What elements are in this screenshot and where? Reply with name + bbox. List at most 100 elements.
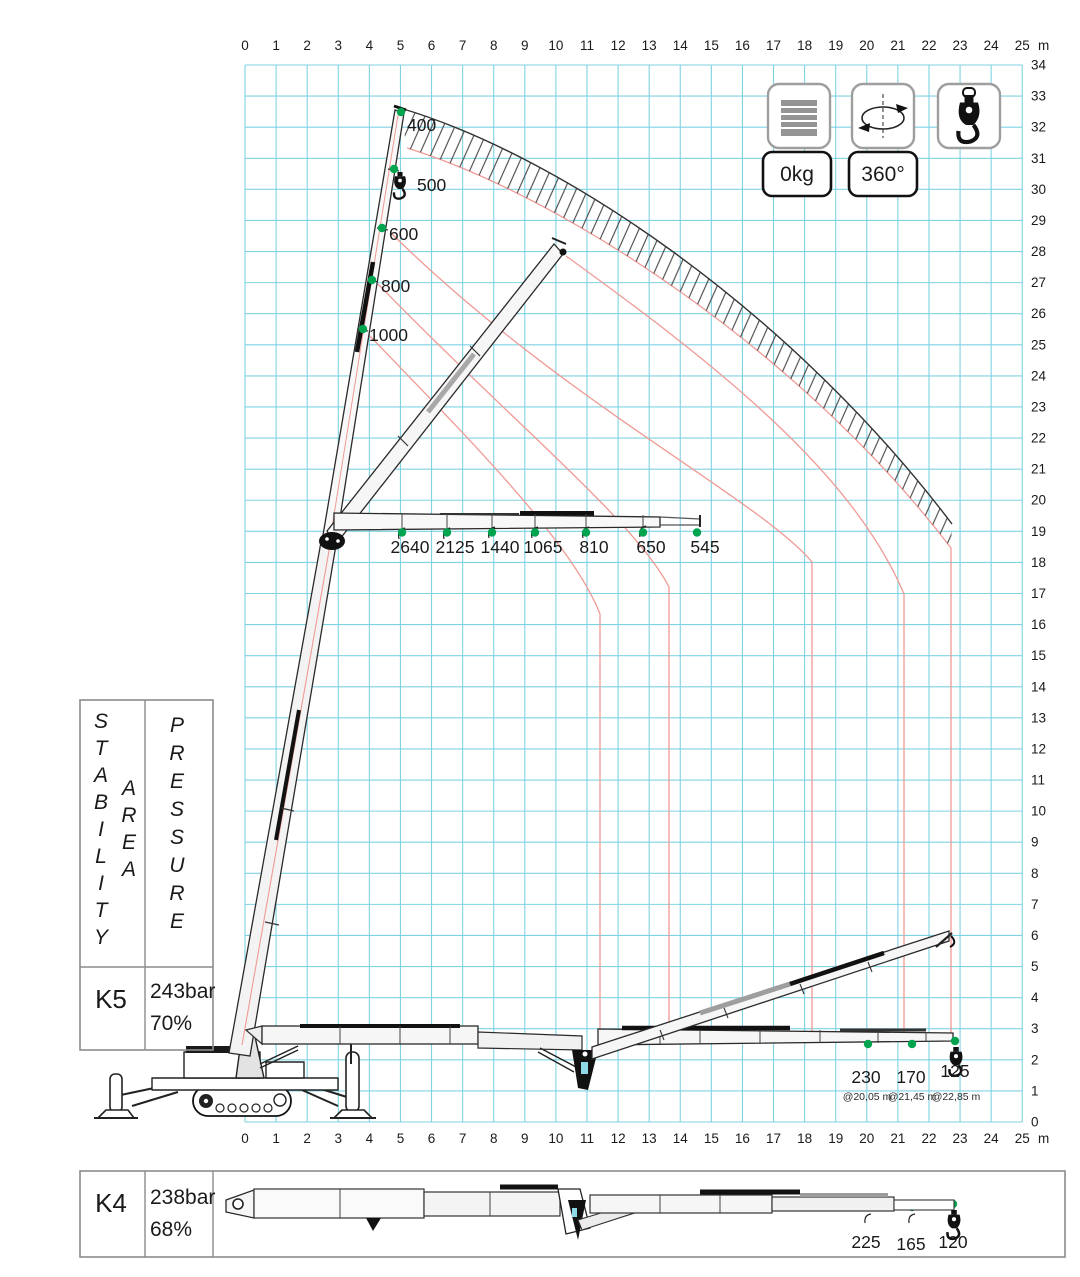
load-point xyxy=(397,528,407,537)
x-axis-tick-top: 6 xyxy=(428,38,436,53)
y-axis-tick: 3 xyxy=(1031,1021,1039,1036)
x-axis-tick-top: 0 xyxy=(241,38,249,53)
x-axis-tick-bottom: 20 xyxy=(859,1131,874,1146)
k4-boom-flat xyxy=(225,1184,955,1240)
k5-pressure: 243bar xyxy=(150,980,215,1003)
area-label: A xyxy=(120,777,136,800)
stability-label: S xyxy=(94,710,108,733)
counterweight-badge-label: 0kg xyxy=(780,163,814,186)
x-axis-tick-bottom: 16 xyxy=(735,1131,750,1146)
y-axis-tick: 13 xyxy=(1031,710,1046,725)
x-axis-tick-top: 1 xyxy=(272,38,280,53)
load-point xyxy=(367,275,377,285)
slew-badge-label: 360° xyxy=(861,163,904,186)
pressure-label: S xyxy=(170,798,184,821)
y-axis-tick: 20 xyxy=(1031,493,1046,508)
config-k5-label: K5 xyxy=(95,984,127,1014)
x-axis-tick-bottom: 24 xyxy=(984,1131,1000,1146)
stability-label: T xyxy=(95,737,110,760)
x-axis-tick-top: 13 xyxy=(642,38,657,53)
load-value: 230 xyxy=(851,1067,880,1087)
x-axis-tick-top: 7 xyxy=(459,38,467,53)
x-axis-tick-top: 15 xyxy=(704,38,719,53)
legend-icons: 0kg 360° xyxy=(761,82,1002,198)
hook-icon xyxy=(958,87,979,142)
y-axis-tick: 14 xyxy=(1031,679,1047,694)
stability-label: B xyxy=(94,791,108,814)
y-axis-tick: 0 xyxy=(1031,1115,1039,1130)
y-axis-tick: 11 xyxy=(1031,773,1045,788)
capacity-curve xyxy=(389,231,813,1037)
axis-labels: 0011223344556677889910101111121213131414… xyxy=(241,38,1049,1146)
y-axis-tick: 12 xyxy=(1031,741,1046,756)
x-axis-tick-top: 25 xyxy=(1015,38,1030,53)
upper-boom-diagonal xyxy=(326,237,567,546)
capacity-curves xyxy=(365,147,952,1037)
load-reach: @21,45 m xyxy=(888,1091,937,1103)
y-axis-tick: 16 xyxy=(1031,617,1046,632)
x-axis-unit-bottom: m xyxy=(1038,1131,1049,1146)
load-point xyxy=(530,528,540,537)
load-point xyxy=(638,528,648,537)
load-value: 600 xyxy=(389,224,418,244)
load-point xyxy=(389,164,399,174)
capacity-curve xyxy=(565,255,905,1034)
y-axis-tick: 34 xyxy=(1031,58,1047,73)
load-point xyxy=(442,528,452,537)
load-reach: @22,85 m xyxy=(932,1091,981,1103)
counterweight-icon xyxy=(781,100,817,136)
y-axis-tick: 22 xyxy=(1031,431,1046,446)
load-value: 500 xyxy=(417,175,446,195)
x-axis-tick-bottom: 0 xyxy=(241,1131,249,1146)
k4-stability: 68% xyxy=(150,1218,192,1241)
slew-rotation-icon xyxy=(858,94,908,138)
lower-knuckle xyxy=(572,1050,598,1090)
load-point xyxy=(950,1036,960,1046)
load-value: 810 xyxy=(579,537,608,557)
y-axis-tick: 30 xyxy=(1031,182,1046,197)
load-point xyxy=(581,528,591,537)
load-value: 1065 xyxy=(524,537,563,557)
load-value: 2640 xyxy=(391,537,430,557)
x-axis-tick-bottom: 19 xyxy=(828,1131,843,1146)
x-axis-tick-bottom: 25 xyxy=(1015,1131,1030,1146)
pressure-label: U xyxy=(169,854,185,877)
y-axis-tick: 8 xyxy=(1031,866,1039,881)
x-axis-tick-top: 12 xyxy=(611,38,626,53)
x-axis-tick-top: 3 xyxy=(335,38,343,53)
y-axis-tick: 28 xyxy=(1031,244,1046,259)
config-k4-label: K4 xyxy=(95,1188,127,1218)
k4-panel: K4 238bar 68% xyxy=(79,1170,1066,1258)
load-point xyxy=(863,1039,873,1049)
pressure-label: R xyxy=(169,882,184,905)
k4-pressure: 238bar xyxy=(150,1186,215,1209)
x-axis-tick-top: 11 xyxy=(580,38,594,53)
pressure-label: E xyxy=(170,770,185,793)
y-axis-tick: 9 xyxy=(1031,835,1039,850)
load-value: 1000 xyxy=(369,325,408,345)
stability-label: Y xyxy=(94,926,110,949)
x-axis-tick-bottom: 21 xyxy=(890,1131,905,1146)
y-axis-tick: 10 xyxy=(1031,804,1046,819)
x-axis-tick-top: 8 xyxy=(490,38,498,53)
x-axis-tick-top: 24 xyxy=(984,38,1000,53)
load-value: 800 xyxy=(381,276,410,296)
pressure-label: P xyxy=(170,714,184,737)
y-axis-tick: 29 xyxy=(1031,213,1046,228)
load-point xyxy=(396,107,406,117)
y-axis-tick: 1 xyxy=(1031,1083,1039,1098)
x-axis-tick-bottom: 8 xyxy=(490,1131,498,1146)
y-axis-tick: 23 xyxy=(1031,399,1046,414)
y-axis-tick: 26 xyxy=(1031,306,1046,321)
x-axis-tick-top: 19 xyxy=(828,38,843,53)
stability-label: I xyxy=(98,818,104,841)
x-axis-tick-bottom: 12 xyxy=(611,1131,626,1146)
x-axis-tick-top: 23 xyxy=(953,38,968,53)
pressure-label: E xyxy=(170,910,185,933)
area-label: R xyxy=(121,804,136,827)
x-axis-tick-bottom: 3 xyxy=(335,1131,343,1146)
load-value: 125 xyxy=(940,1061,969,1081)
y-axis-tick: 4 xyxy=(1031,990,1039,1005)
